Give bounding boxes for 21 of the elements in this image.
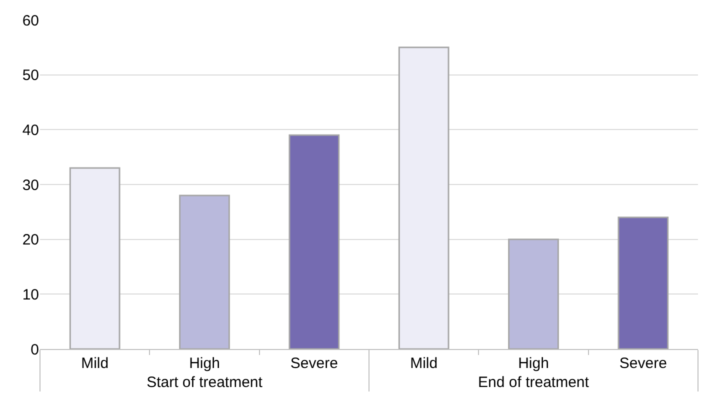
bar bbox=[618, 216, 669, 349]
bar bbox=[69, 167, 120, 349]
y-tick-label: 20 bbox=[22, 232, 39, 249]
x-tick-label: High bbox=[518, 355, 549, 372]
bar bbox=[508, 238, 559, 349]
text: End of treatment bbox=[478, 374, 590, 391]
y-tick-label: 40 bbox=[22, 122, 39, 139]
y-tick-label: 60 bbox=[22, 12, 39, 30]
text: Start of treatment bbox=[146, 374, 264, 391]
bar bbox=[288, 134, 340, 349]
y-tick-label: 0 bbox=[30, 341, 39, 358]
x-tick-label: Severe bbox=[619, 355, 667, 372]
bar bbox=[398, 46, 450, 349]
x-tick-label: High bbox=[189, 355, 220, 372]
x-tick-label: Mild bbox=[81, 355, 109, 372]
x-tick-label: Mild bbox=[410, 355, 438, 372]
bar bbox=[179, 194, 230, 349]
y-tick-label: 10 bbox=[22, 286, 39, 304]
y-tick-label: 30 bbox=[22, 176, 39, 194]
x-tick-label: Severe bbox=[290, 355, 338, 372]
y-tick-label: 50 bbox=[22, 67, 39, 84]
